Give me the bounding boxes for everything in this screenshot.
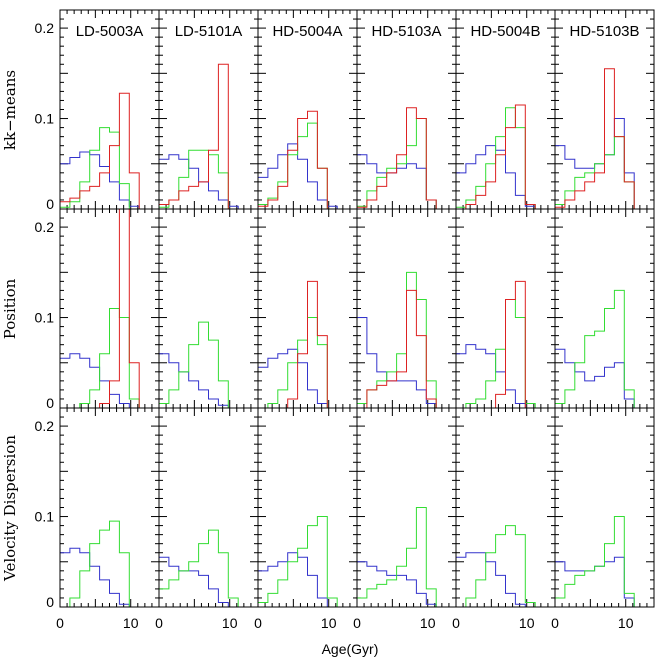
histogram-green bbox=[554, 289, 654, 409]
panel-r1-c1 bbox=[158, 208, 259, 409]
panel-title-hd-5004b: HD-5004B bbox=[470, 23, 540, 40]
histogram-green bbox=[456, 525, 555, 608]
histogram-green bbox=[158, 529, 258, 608]
histogram-blue bbox=[455, 145, 555, 210]
y-tick-label: 0 bbox=[46, 395, 54, 411]
y-tick-label: 0.1 bbox=[35, 509, 55, 525]
x-tick-label: 0 bbox=[551, 615, 559, 631]
panel-title-hd-5103a: HD-5103A bbox=[371, 23, 441, 40]
x-tick-label: 0 bbox=[56, 615, 64, 631]
panel-r2-c1: 0 10 bbox=[155, 407, 259, 631]
histogram-blue bbox=[257, 143, 357, 210]
panel-r1-c0: 0 0.1 0.2 bbox=[35, 208, 160, 411]
panel-frame bbox=[257, 407, 358, 608]
panel-r1-c5 bbox=[554, 208, 655, 409]
panel-r2-c5: 0 10 bbox=[551, 407, 655, 631]
panel-title-hd-5103b: HD-5103B bbox=[569, 23, 639, 40]
panel-r2-c0: 0 10 0 0.1 0.2 bbox=[35, 407, 160, 631]
panel-r1-c2 bbox=[257, 208, 358, 409]
panel-r2-c3: 0 10 bbox=[353, 407, 457, 631]
histogram-blue bbox=[455, 552, 555, 608]
x-tick-label: 10 bbox=[519, 615, 535, 631]
x-tick-label: 10 bbox=[618, 615, 634, 631]
histogram-red bbox=[456, 104, 555, 210]
panel-frame bbox=[158, 208, 259, 409]
y-tick-label: 0 bbox=[46, 196, 54, 212]
row-label-kk-means: kk−means bbox=[1, 70, 19, 150]
panel-r0-c1: LD-5101A bbox=[158, 9, 259, 210]
histogram-green bbox=[356, 507, 456, 608]
histogram-blue bbox=[257, 552, 357, 608]
row-label-position: Position bbox=[1, 278, 19, 339]
x-axis-label: Age(Gyr) bbox=[322, 641, 379, 657]
histogram-blue bbox=[158, 353, 258, 409]
panel-title-hd-5004a: HD-5004A bbox=[272, 23, 342, 40]
panel-frame bbox=[554, 407, 655, 608]
panel-title-ld-5003a: LD-5003A bbox=[76, 23, 144, 40]
x-tick-label: 10 bbox=[123, 615, 139, 631]
x-tick-label: 0 bbox=[452, 615, 460, 631]
histogram-green bbox=[60, 520, 159, 608]
y-tick-label: 0.1 bbox=[35, 310, 55, 326]
panel-r2-c2: 0 10 bbox=[254, 407, 358, 631]
histogram-red bbox=[356, 107, 456, 210]
x-tick-label: 10 bbox=[321, 615, 337, 631]
histogram-red bbox=[554, 68, 654, 210]
histogram-blue bbox=[257, 348, 357, 409]
y-tick-label: 0 bbox=[46, 594, 54, 610]
y-tick-label: 0.2 bbox=[35, 418, 55, 434]
panel-r1-c3 bbox=[356, 208, 457, 409]
histogram-blue bbox=[554, 348, 654, 409]
x-tick-label: 0 bbox=[155, 615, 163, 631]
histogram-blue bbox=[158, 556, 258, 608]
histogram-red bbox=[59, 92, 159, 210]
row-label-velocity-dispersion: Velocity Dispersion bbox=[1, 435, 19, 582]
y-tick-label: 0.2 bbox=[35, 20, 55, 36]
panel-r0-c5: HD-5103B bbox=[554, 9, 655, 210]
panel-r0-c2: HD-5004A bbox=[257, 9, 358, 210]
y-tick-label: 0.1 bbox=[35, 111, 55, 127]
histogram-blue bbox=[356, 561, 456, 608]
y-tick-label: 0.2 bbox=[35, 219, 55, 235]
panel-r1-c4 bbox=[455, 208, 556, 409]
panel-r0-c3: HD-5103A bbox=[356, 9, 457, 210]
histogram-red bbox=[357, 289, 456, 409]
panel-r0-c0: LD-5003A 0 0.1 0.2 bbox=[35, 9, 160, 212]
x-tick-label: 10 bbox=[420, 615, 436, 631]
panel-title-ld-5101a: LD-5101A bbox=[175, 23, 243, 40]
histogram-green bbox=[554, 516, 654, 608]
figure-labels: kk−means Position Velocity Dispersion Ag… bbox=[1, 70, 378, 657]
x-tick-label: 0 bbox=[353, 615, 361, 631]
panel-frame bbox=[59, 407, 160, 608]
panel-r0-c4: HD-5004B bbox=[455, 9, 556, 210]
histogram-green bbox=[257, 516, 357, 608]
panel-grid: LD-5003A 0 0.1 0.2 LD-5101A HD-5004A HD-5103A H… bbox=[35, 9, 655, 631]
histogram-blue bbox=[59, 151, 159, 210]
x-tick-label: 0 bbox=[254, 615, 262, 631]
panel-r2-c4: 0 10 bbox=[452, 407, 556, 631]
x-tick-label: 10 bbox=[222, 615, 238, 631]
